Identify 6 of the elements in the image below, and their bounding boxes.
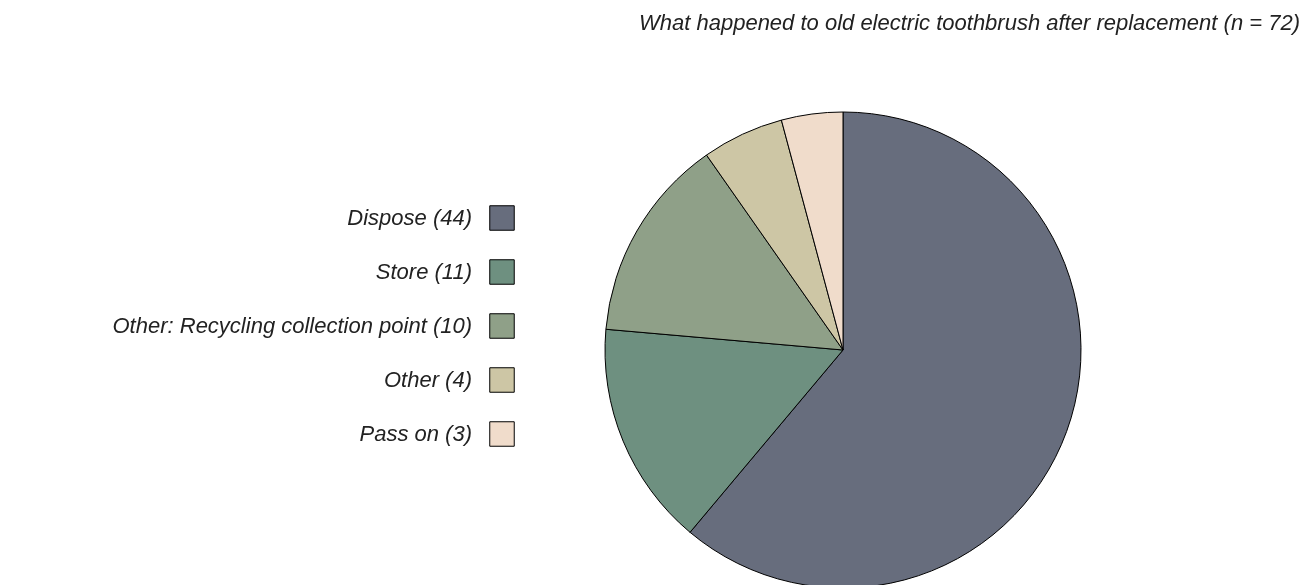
legend-label: Other (4) — [383, 367, 472, 392]
legend-label: Other: Recycling collection point (10) — [112, 313, 472, 338]
legend-label: Pass on (3) — [359, 421, 472, 446]
legend-label: Dispose (44) — [347, 205, 472, 230]
chart-title: What happened to old electric toothbrush after replacement (n = 72) — [639, 10, 1300, 35]
legend-label: Store (11) — [375, 259, 472, 284]
